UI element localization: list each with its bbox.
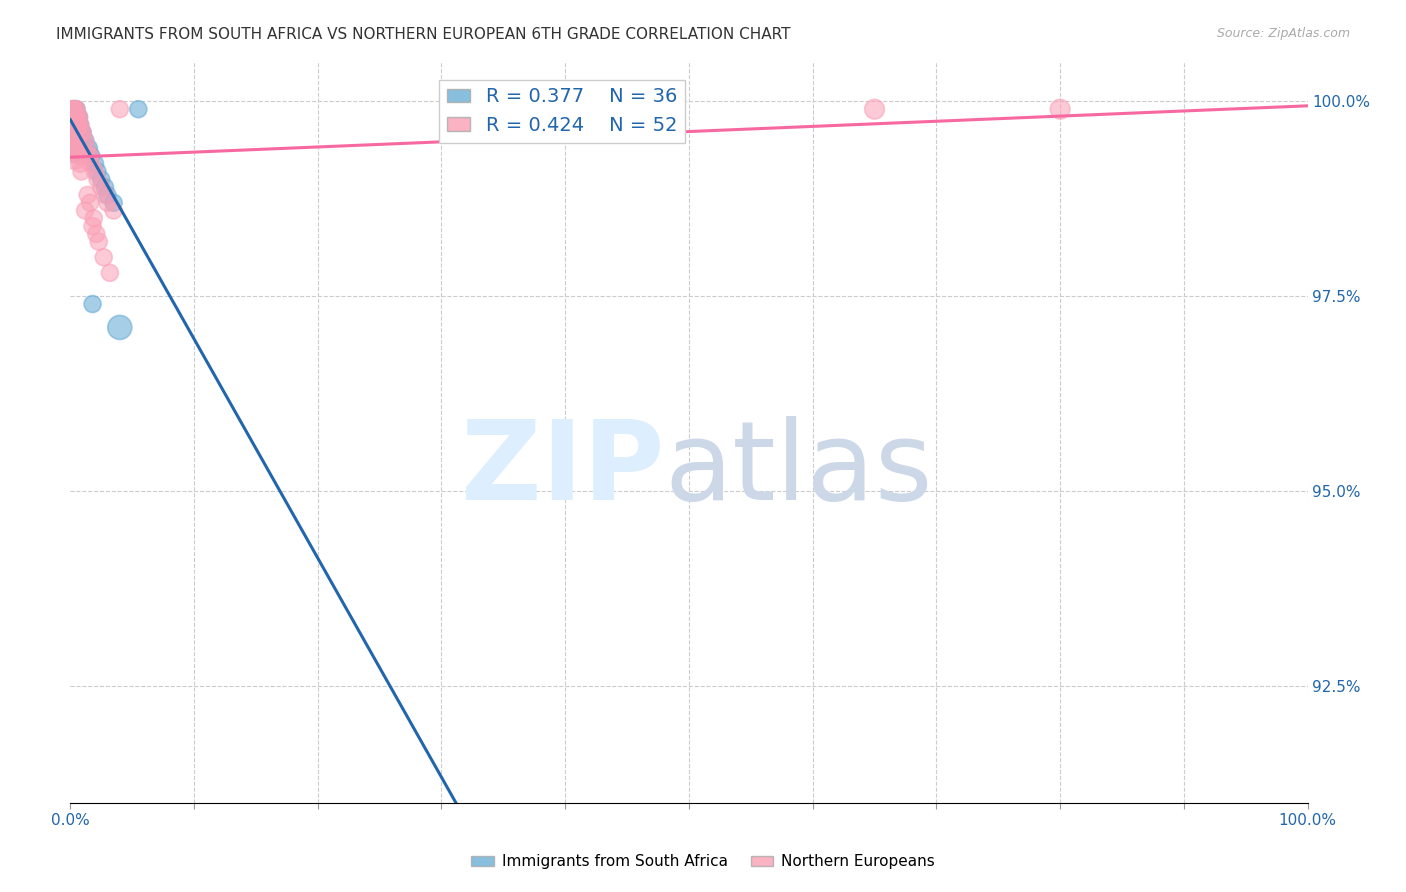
Text: Source: ZipAtlas.com: Source: ZipAtlas.com (1216, 27, 1350, 40)
Point (69, 118, 91, 132)
Point (65, 118, 87, 132)
Point (79, 195, 101, 210)
Point (62, 102, 84, 116)
Point (65, 110, 87, 124)
Point (84, 164, 107, 178)
Point (70, 126, 93, 140)
Point (108, 102, 131, 116)
Point (66, 110, 89, 124)
Point (76, 188, 98, 202)
Point (62, 118, 84, 132)
Point (94, 180, 117, 194)
Point (96, 195, 118, 210)
Point (65, 126, 87, 140)
Text: atlas: atlas (664, 417, 932, 523)
Point (60, 133, 83, 147)
Point (67, 118, 90, 132)
Point (86, 164, 108, 178)
Point (72, 126, 94, 140)
Point (62, 102, 84, 116)
Point (90, 180, 112, 194)
Point (66, 141, 89, 155)
Point (70, 126, 93, 140)
Point (65, 118, 87, 132)
Point (79, 149, 101, 163)
Point (60, 110, 83, 124)
Legend: R = 0.377    N = 36, R = 0.424    N = 52: R = 0.377 N = 36, R = 0.424 N = 52 (439, 79, 685, 143)
Point (63, 110, 86, 124)
Point (90, 172, 112, 186)
Point (67, 149, 90, 163)
Point (65, 110, 87, 124)
Point (65, 133, 87, 147)
Point (65, 102, 87, 116)
Point (1049, 102, 1071, 116)
Point (75, 141, 97, 155)
Point (80, 157, 103, 171)
Point (66, 118, 89, 132)
Point (94, 188, 117, 202)
Legend: Immigrants from South Africa, Northern Europeans: Immigrants from South Africa, Northern E… (465, 848, 941, 875)
Point (863, 102, 886, 116)
Point (65, 102, 87, 116)
Point (66, 110, 89, 124)
Point (108, 320, 131, 334)
Text: IMMIGRANTS FROM SOUTH AFRICA VS NORTHERN EUROPEAN 6TH GRADE CORRELATION CHART: IMMIGRANTS FROM SOUTH AFRICA VS NORTHERN… (56, 27, 790, 42)
Point (84, 227, 107, 241)
Point (63, 102, 86, 116)
Point (62, 110, 84, 124)
Point (103, 203, 125, 218)
Point (63, 102, 86, 116)
Point (65, 102, 87, 116)
Point (83, 211, 105, 226)
Point (77, 141, 100, 155)
Point (84, 157, 107, 171)
Point (77, 149, 100, 163)
Point (60, 126, 83, 140)
Point (93, 250, 115, 264)
Point (67, 110, 90, 124)
Text: ZIP: ZIP (461, 417, 664, 523)
Point (75, 141, 97, 155)
Point (65, 118, 87, 132)
Point (63, 149, 86, 163)
Point (127, 102, 149, 116)
Point (62, 141, 84, 155)
Point (63, 118, 86, 132)
Point (69, 118, 91, 132)
Point (70, 164, 93, 178)
Point (79, 149, 101, 163)
Point (63, 141, 86, 155)
Point (82, 219, 104, 233)
Point (63, 110, 86, 124)
Point (66, 118, 89, 132)
Point (82, 297, 104, 311)
Point (65, 110, 87, 124)
Point (75, 133, 97, 147)
Point (87, 235, 110, 249)
Point (67, 118, 90, 132)
Point (63, 118, 86, 132)
Point (60, 102, 83, 116)
Point (86, 172, 108, 186)
Point (98, 266, 121, 280)
Point (62, 133, 84, 147)
Point (65, 118, 87, 132)
Point (103, 195, 125, 210)
Point (96, 188, 118, 202)
Point (80, 149, 103, 163)
Point (75, 133, 97, 147)
Point (65, 110, 87, 124)
Point (67, 110, 90, 124)
Point (65, 102, 87, 116)
Point (69, 157, 91, 171)
Point (72, 126, 94, 140)
Point (75, 203, 97, 218)
